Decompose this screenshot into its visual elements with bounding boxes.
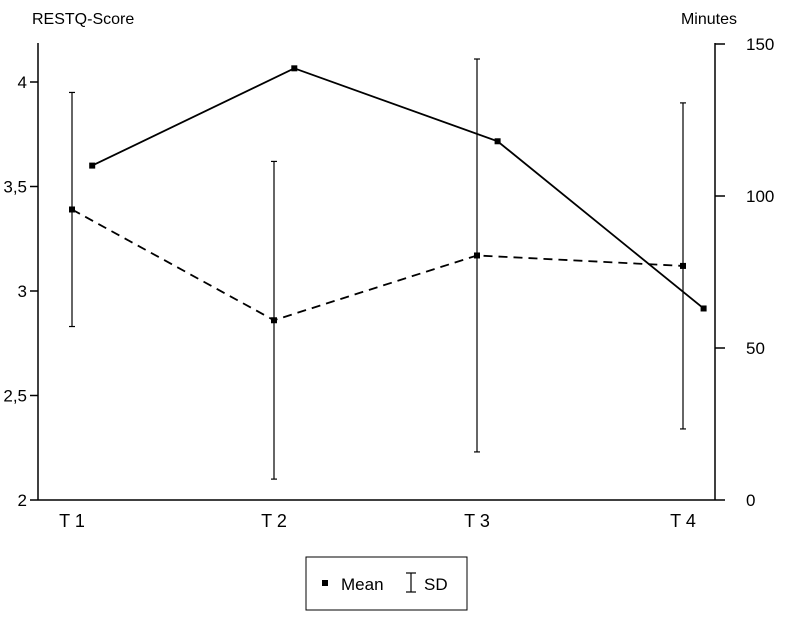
legend: Mean SD bbox=[305, 556, 468, 611]
mean-point-dashed-3 bbox=[680, 262, 686, 269]
y2-axis-title: Minutes bbox=[681, 11, 737, 28]
mean-point-solid-1 bbox=[291, 65, 298, 72]
left-tick-label-0: 2 bbox=[18, 491, 27, 510]
mean-point-solid-3 bbox=[700, 305, 707, 312]
mean-point-dashed-2 bbox=[474, 252, 480, 259]
legend-box bbox=[305, 556, 468, 611]
left-tick-label-1: 2,5 bbox=[3, 387, 27, 406]
mean-point-solid-0 bbox=[89, 162, 96, 169]
right-tick-label-2: 100 bbox=[746, 187, 774, 206]
x-tick-label-1: T 2 bbox=[261, 511, 287, 531]
mean-point-solid-2 bbox=[494, 138, 501, 145]
legend-mean-marker bbox=[322, 580, 328, 586]
legend-sd-marker bbox=[406, 572, 416, 593]
right-tick-label-0: 0 bbox=[746, 491, 755, 510]
series-line-dashed bbox=[71, 208, 684, 322]
right-tick-label-3: 150 bbox=[746, 35, 774, 54]
legend-sd-label: SD bbox=[424, 575, 448, 594]
right-y-ticks: 0 50 100 150 bbox=[715, 35, 774, 510]
legend-mean-label: Mean bbox=[341, 575, 384, 594]
mean-point-dashed-1 bbox=[271, 317, 277, 324]
left-tick-label-2: 3 bbox=[18, 282, 27, 301]
x-axis-categories: T 1 T 2 T 3 T 4 bbox=[59, 511, 696, 531]
left-tick-label-4: 4 bbox=[18, 73, 27, 92]
plot-area bbox=[69, 58, 707, 480]
series-line-solid bbox=[91, 67, 705, 310]
left-y-ticks: 2 2,5 3 3,5 4 bbox=[3, 73, 38, 510]
x-tick-label-3: T 4 bbox=[670, 511, 696, 531]
x-tick-label-0: T 1 bbox=[59, 511, 85, 531]
mean-point-dashed-0 bbox=[69, 206, 75, 213]
y-axis-title: RESTQ-Score bbox=[32, 11, 134, 28]
right-tick-label-1: 50 bbox=[746, 339, 765, 358]
x-tick-label-2: T 3 bbox=[464, 511, 490, 531]
left-tick-label-3: 3,5 bbox=[3, 178, 27, 197]
